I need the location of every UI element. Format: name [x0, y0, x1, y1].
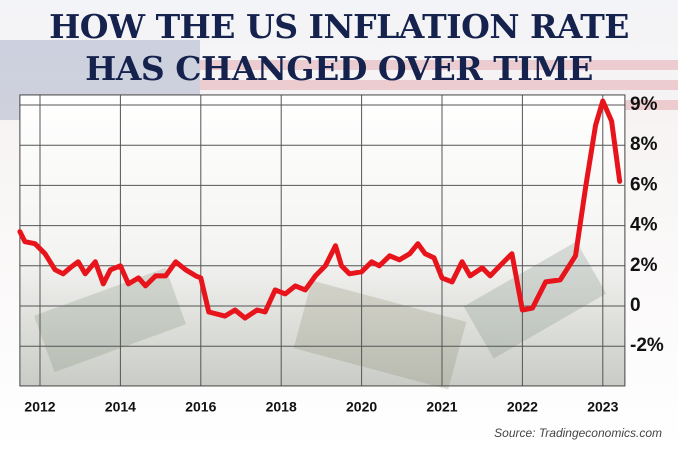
y-tick-label: 6% [630, 174, 658, 195]
y-tick-label: 0 [630, 295, 641, 316]
source: Source: Tradingeconomics.com [494, 426, 662, 440]
y-tick-label: 8% [630, 134, 658, 155]
x-tick-label: 2023 [587, 399, 618, 415]
data-line [17, 98, 623, 321]
x-tick-label: 2014 [105, 399, 136, 415]
x-tick-label: 2016 [185, 399, 216, 415]
y-tick-label: 9% [630, 94, 658, 115]
x-tick-label: 2020 [346, 399, 377, 415]
x-tick-label: 2021 [426, 399, 457, 415]
y-tick-label: -2% [630, 335, 664, 356]
chart-title: HAS CHANGED OVER TIME [85, 49, 593, 88]
chart-title: HOW THE US INFLATION RATE [49, 7, 629, 46]
x-tick-label: 2022 [507, 399, 538, 415]
x-tick-label: 2012 [24, 399, 55, 415]
y-tick-label: 2% [630, 255, 658, 276]
x-tick-label: 2018 [266, 399, 297, 415]
y-tick-label: 4% [630, 215, 658, 236]
plot-frame [19, 94, 626, 387]
